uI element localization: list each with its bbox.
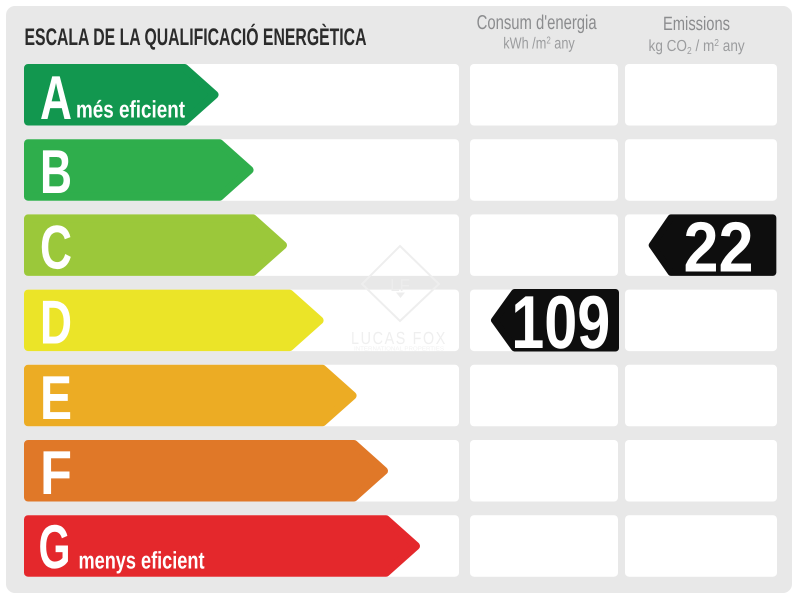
svg-text:B: B: [40, 138, 72, 207]
svg-text:C: C: [40, 213, 72, 282]
svg-text:109: 109: [511, 280, 610, 364]
svg-text:Emissions: Emissions: [663, 14, 730, 35]
svg-text:kWh /m2 any: kWh /m2 any: [503, 35, 575, 52]
svg-text:kg CO2 / m2 any: kg CO2 / m2 any: [649, 38, 745, 57]
svg-text:A: A: [40, 64, 72, 133]
svg-text:LF: LF: [390, 276, 410, 295]
svg-text:E: E: [40, 364, 72, 433]
svg-text:més eficient: més eficient: [76, 97, 185, 124]
svg-text:menys eficient: menys eficient: [79, 547, 205, 574]
svg-text:G: G: [39, 513, 71, 582]
svg-text:F: F: [40, 439, 72, 508]
svg-text:22: 22: [684, 209, 754, 288]
svg-text:ESCALA DE LA QUALIFICACIÓ ENER: ESCALA DE LA QUALIFICACIÓ ENERGÈTICA: [25, 23, 367, 51]
svg-text:D: D: [40, 289, 72, 358]
svg-text:Consum d'energia: Consum d'energia: [477, 12, 598, 34]
svg-text:INTERNATIONAL PROPERTIES: INTERNATIONAL PROPERTIES: [354, 346, 444, 353]
svg-text:LUCAS FOX: LUCAS FOX: [351, 328, 447, 348]
